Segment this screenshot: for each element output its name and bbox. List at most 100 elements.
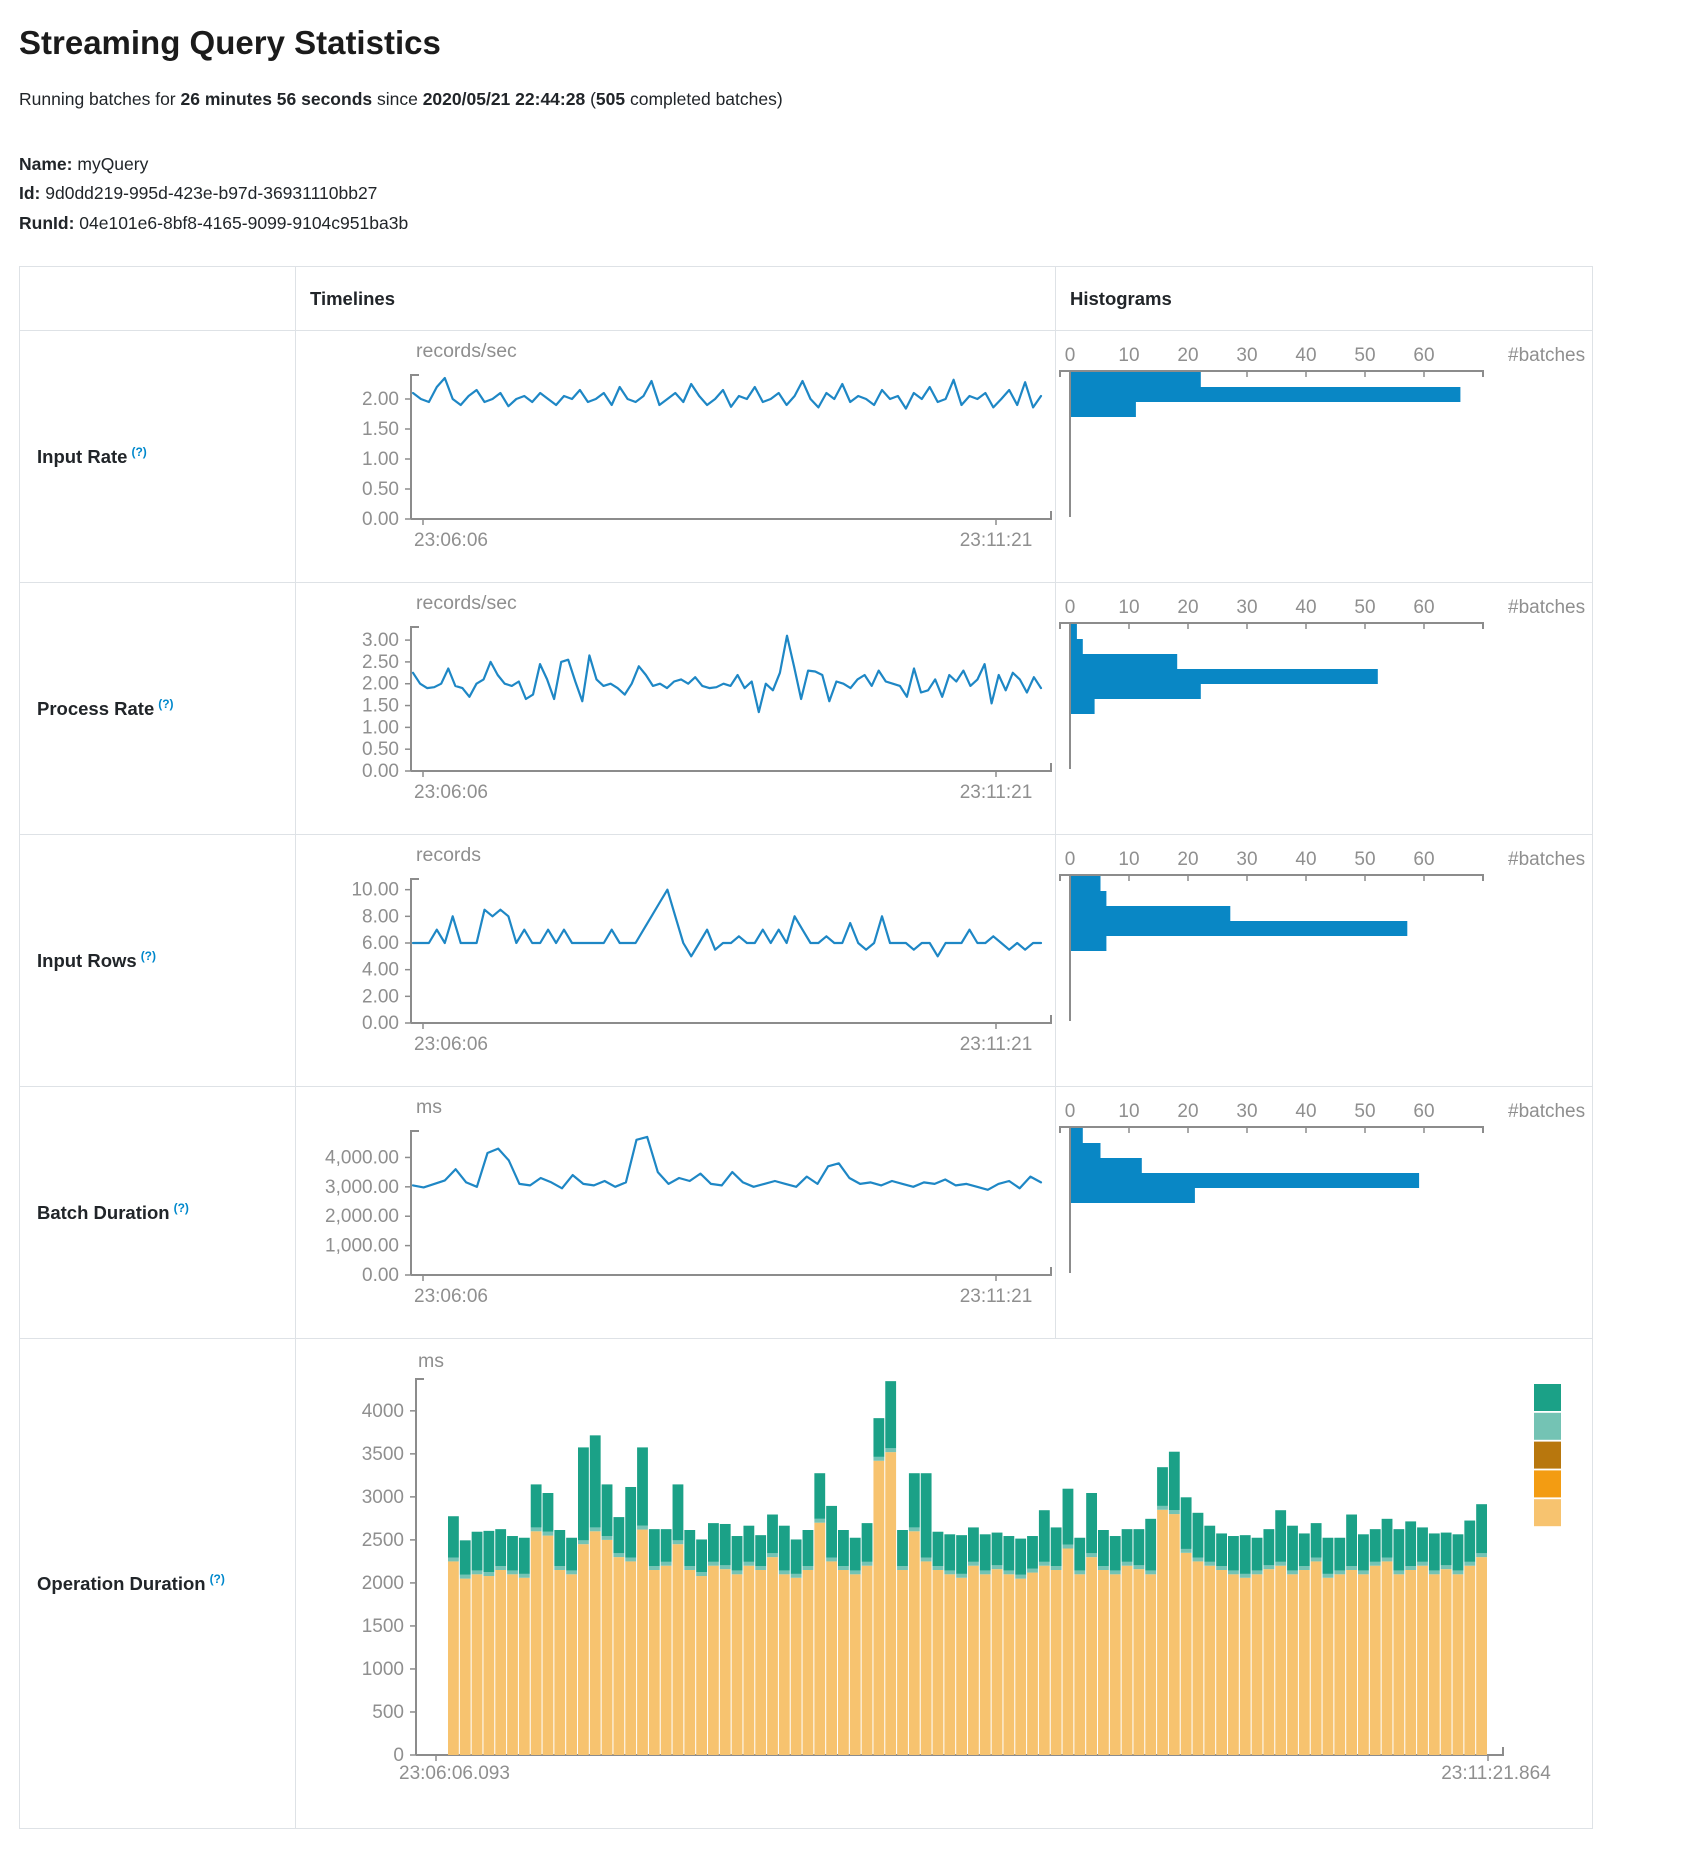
svg-text:#batches: #batches	[1508, 1101, 1585, 1122]
svg-text:50: 50	[1354, 345, 1375, 366]
svg-text:50: 50	[1354, 597, 1375, 618]
svg-text:23:06:06.093: 23:06:06.093	[399, 1763, 510, 1784]
svg-text:ms: ms	[416, 1096, 442, 1118]
svg-text:30: 30	[1236, 849, 1257, 870]
query-meta: Name: myQuery Id: 9d0dd219-995d-423e-b97…	[19, 150, 1674, 238]
legend-swatch	[1534, 1384, 1561, 1412]
svg-text:2.00: 2.00	[362, 987, 399, 1008]
svg-text:30: 30	[1236, 1101, 1257, 1122]
batch-duration-histogram-chart: 0 10 20 30 40 50 60 #batches	[1055, 1086, 1593, 1340]
input-rows-label: Input Rows (?)	[19, 834, 296, 1088]
input-rate-label: Input Rate (?)	[19, 330, 296, 584]
input-rows-timeline: records 0.00 2.00 4.00 6.00 8.00 10.00 23:06:06…	[351, 844, 1052, 1055]
batch-duration-label: Batch Duration (?)	[19, 1086, 296, 1340]
svg-text:40: 40	[1295, 849, 1316, 870]
running-duration: 26 minutes 56 seconds	[180, 89, 373, 109]
table-header-row: Timelines Histograms	[19, 266, 1593, 332]
name-label: Name:	[19, 154, 73, 174]
process-rate-timeline-chart: records/sec 0.00 0.50 1.00 1.50 2.00 2.50 3.00 2…	[295, 582, 1056, 836]
svg-text:40: 40	[1295, 345, 1316, 366]
svg-text:60: 60	[1413, 1101, 1434, 1122]
batch-duration-row: Batch Duration (?) ms 0.00 1,000.00 2,000.00…	[19, 1086, 1593, 1340]
svg-text:records/sec: records/sec	[416, 340, 517, 362]
svg-text:23:11:21.864: 23:11:21.864	[1441, 1763, 1551, 1784]
running-batches-summary: Running batches for 26 minutes 56 second…	[19, 89, 1674, 110]
svg-text:23:11:21: 23:11:21	[960, 782, 1033, 803]
svg-text:50: 50	[1354, 1101, 1375, 1122]
page-title: Streaming Query Statistics	[19, 24, 441, 61]
svg-text:0.00: 0.00	[362, 1265, 399, 1286]
input-rows-timeline-chart: records 0.00 2.00 4.00 6.00 8.00 10.00 23:06:06…	[295, 834, 1056, 1088]
process-rate-histogram-chart: 0 10 20 30 40 50 60 #batches	[1055, 582, 1593, 836]
input-rows-histogram: 0 10 20 30 40 50 60 #batches	[1059, 849, 1585, 1022]
svg-text:40: 40	[1295, 1101, 1316, 1122]
runid-value: 04e101e6-8bf8-4165-9099-9104c951ba3b	[74, 212, 409, 233]
id-value: 9d0dd219-995d-423e-b97d-36931110bb27	[40, 183, 378, 204]
histograms-column-header: Histograms	[1055, 266, 1593, 332]
svg-text:60: 60	[1413, 849, 1434, 870]
runid-label: RunId:	[19, 212, 75, 233]
summary-mid: since	[372, 89, 423, 109]
svg-text:records/sec: records/sec	[416, 592, 517, 614]
svg-text:60: 60	[1413, 345, 1434, 366]
svg-text:1.50: 1.50	[362, 696, 399, 717]
svg-text:6.00: 6.00	[362, 933, 399, 954]
statistics-table: Timelines Histograms Input Rate (?) recor…	[19, 266, 1593, 1830]
svg-text:20: 20	[1177, 345, 1198, 366]
batch-duration-timeline-chart: ms 0.00 1,000.00 2,000.00 3,000.00 4,000.00 23…	[295, 1086, 1056, 1340]
svg-text:4000: 4000	[362, 1401, 404, 1422]
svg-text:1500: 1500	[362, 1616, 404, 1637]
svg-text:30: 30	[1236, 345, 1257, 366]
help-icon[interactable]: (?)	[158, 697, 174, 712]
svg-text:1.00: 1.00	[362, 449, 399, 470]
svg-text:#batches: #batches	[1508, 597, 1585, 618]
svg-text:50: 50	[1354, 849, 1375, 870]
help-icon[interactable]: (?)	[140, 949, 157, 964]
process-rate-row: Process Rate (?) records/sec 0.00 0.50 1.00 1…	[19, 582, 1593, 836]
summary-sep: (	[585, 89, 596, 109]
svg-text:8.00: 8.00	[362, 907, 399, 928]
help-icon[interactable]: (?)	[173, 1201, 189, 1216]
svg-text:20: 20	[1177, 1101, 1198, 1122]
svg-text:0.00: 0.00	[362, 761, 399, 782]
timelines-column-header: Timelines	[295, 266, 1056, 332]
svg-text:0.00: 0.00	[362, 1013, 399, 1034]
svg-text:1000: 1000	[362, 1659, 404, 1680]
legend-swatch	[1534, 1441, 1561, 1469]
svg-text:1.50: 1.50	[362, 419, 399, 440]
input-rate-histogram-chart: 0 10 20 30 40 50 60 #batches	[1055, 330, 1593, 584]
svg-text:2000: 2000	[362, 1573, 404, 1594]
summary-prefix: Running batches for	[19, 89, 181, 109]
operation-duration-row: Operation Duration (?) ms 0 500 1000 1500 2000…	[19, 1338, 1593, 1830]
svg-text:0: 0	[1065, 345, 1076, 366]
svg-text:23:11:21: 23:11:21	[960, 1034, 1033, 1055]
svg-text:10: 10	[1118, 849, 1139, 870]
svg-text:23:11:21: 23:11:21	[960, 530, 1033, 551]
svg-text:2500: 2500	[362, 1530, 404, 1551]
input-rate-row: Input Rate (?) records/sec 0.00 0.50 1.00 1.5…	[19, 330, 1593, 584]
summary-suffix: completed batches)	[625, 89, 783, 109]
svg-text:20: 20	[1177, 849, 1198, 870]
svg-text:2.00: 2.00	[362, 674, 399, 695]
batch-duration-histogram: 0 10 20 30 40 50 60 #batches	[1059, 1101, 1585, 1274]
operation-duration: ms 0 500 1000 1500 2000 2500 3000 3500 4000 23:06:…	[362, 1350, 1561, 1784]
svg-text:23:06:06: 23:06:06	[414, 782, 488, 803]
help-icon[interactable]: (?)	[131, 445, 147, 460]
svg-text:3,000.00: 3,000.00	[325, 1177, 399, 1198]
svg-text:40: 40	[1295, 597, 1316, 618]
svg-text:2.50: 2.50	[362, 652, 399, 673]
svg-text:60: 60	[1413, 597, 1434, 618]
svg-text:1.00: 1.00	[362, 718, 399, 739]
start-timestamp: 2020/05/21 22:44:28	[422, 89, 586, 109]
input-rate-timeline: records/sec 0.00 0.50 1.00 1.50 2.00 23:06:06 2…	[362, 340, 1052, 551]
svg-text:23:06:06: 23:06:06	[414, 1286, 488, 1307]
completed-batch-count: 505	[595, 89, 626, 109]
query-name-line: Name: myQuery	[19, 150, 1674, 179]
svg-text:10: 10	[1118, 597, 1139, 618]
process-rate-timeline: records/sec 0.000.501.001.502.002.503.00 2…	[362, 592, 1052, 803]
svg-text:#batches: #batches	[1508, 849, 1585, 870]
svg-text:23:06:06: 23:06:06	[414, 1034, 488, 1055]
legend-swatch	[1534, 1499, 1561, 1527]
help-icon[interactable]: (?)	[209, 1572, 225, 1587]
